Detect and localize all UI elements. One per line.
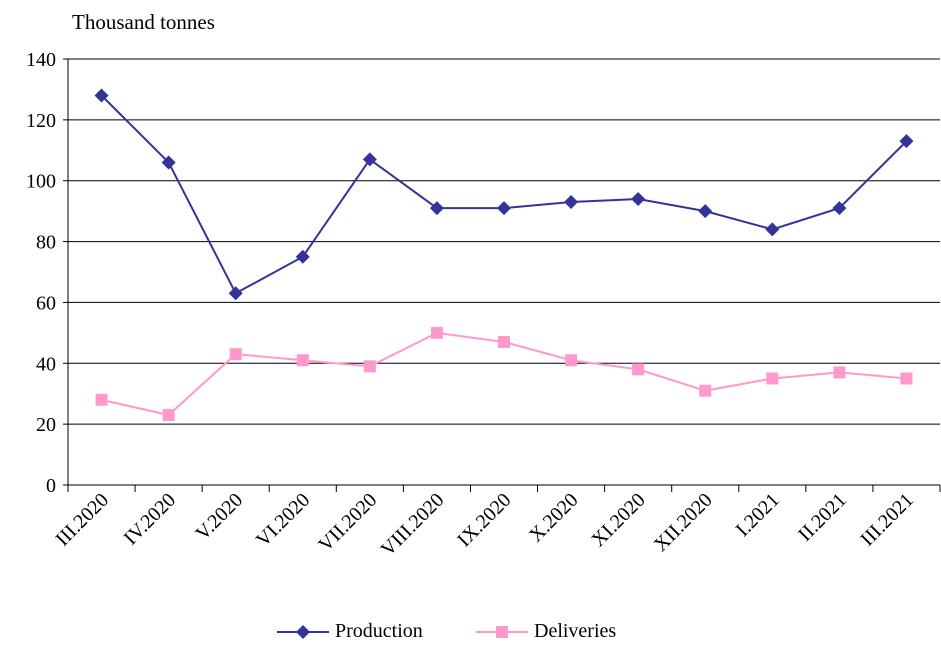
data-point-deliveries <box>699 384 712 397</box>
data-point-deliveries <box>632 363 645 376</box>
data-point-production <box>94 88 109 103</box>
data-point-production <box>564 195 579 210</box>
x-tick-label: X.2020 <box>525 489 583 547</box>
data-point-deliveries <box>229 348 242 361</box>
x-tick-label: VI.2020 <box>252 489 314 551</box>
data-point-production <box>362 152 377 167</box>
y-tick-label: 100 <box>26 171 56 193</box>
y-tick-label: 80 <box>36 232 56 254</box>
y-tick-label: 20 <box>36 414 56 436</box>
y-tick-label: 140 <box>26 49 56 71</box>
y-tick-label: 40 <box>36 353 56 375</box>
data-point-deliveries <box>498 335 510 348</box>
data-point-production <box>765 222 780 237</box>
y-unit-label: Thousand tonnes <box>72 10 215 34</box>
data-point-deliveries <box>900 372 913 385</box>
legend: Production Deliveries <box>0 620 941 646</box>
data-point-production <box>228 286 243 301</box>
x-tick-label: V.2020 <box>191 489 247 545</box>
data-point-production <box>899 134 914 149</box>
y-tick-label: 120 <box>26 110 56 132</box>
data-point-production <box>161 155 176 170</box>
data-point-deliveries <box>833 366 846 379</box>
data-point-production <box>497 201 511 216</box>
data-point-deliveries <box>766 372 779 385</box>
data-point-deliveries <box>430 326 443 339</box>
data-point-deliveries <box>296 354 309 367</box>
data-point-production <box>698 204 713 219</box>
data-point-deliveries <box>565 354 578 367</box>
data-point-production <box>631 191 646 206</box>
legend-marker-deliveries <box>476 625 528 638</box>
legend-marker-production <box>277 624 329 639</box>
x-tick-label: VIII.2020 <box>377 489 449 561</box>
x-tick-label: IX.2020 <box>453 489 515 551</box>
x-tick-label: XI.2020 <box>587 489 649 551</box>
legend-label-production: Production <box>335 620 423 642</box>
data-point-production <box>295 249 310 264</box>
data-point-deliveries <box>162 409 175 422</box>
legend-item-production: Production <box>275 620 423 643</box>
x-tick-label: XII.2020 <box>650 489 717 556</box>
legend-item-deliveries: Deliveries <box>474 620 616 643</box>
data-point-production <box>832 201 847 216</box>
y-tick-label: 60 <box>36 292 56 314</box>
x-tick-label: III.2021 <box>856 489 918 551</box>
legend-label-deliveries: Deliveries <box>534 620 617 642</box>
data-point-deliveries <box>95 393 108 406</box>
x-tick-label: III.2020 <box>52 489 114 551</box>
x-tick-label: II.2021 <box>794 489 851 546</box>
y-tick-label: 0 <box>46 475 56 497</box>
series-line-production <box>100 94 908 295</box>
data-point-production <box>429 201 444 216</box>
data-point-deliveries <box>363 360 376 373</box>
x-tick-label: I.2021 <box>732 489 784 541</box>
x-tick-label: VII.2020 <box>314 489 381 556</box>
x-tick-label: IV.2020 <box>120 489 180 549</box>
